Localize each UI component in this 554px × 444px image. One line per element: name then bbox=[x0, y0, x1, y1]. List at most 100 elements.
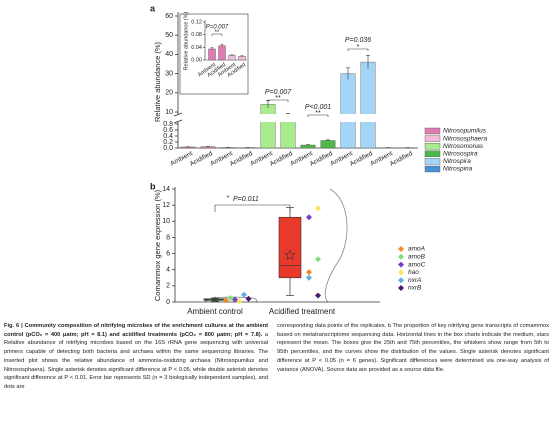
y-tick-label: 50 bbox=[165, 32, 173, 39]
annotation: P=0.007 bbox=[265, 89, 292, 96]
mean-star bbox=[284, 249, 296, 260]
y-tick-label: 14 bbox=[162, 186, 170, 193]
point bbox=[315, 205, 321, 212]
legend-label: hao bbox=[408, 269, 419, 276]
legend-swatch bbox=[424, 150, 441, 158]
annotation: P=0.007 bbox=[206, 25, 229, 31]
panel-label: a bbox=[150, 3, 156, 13]
y-tick-label: 0.0 bbox=[163, 145, 173, 152]
axis-break-mark bbox=[173, 112, 183, 117]
point bbox=[315, 256, 321, 263]
point bbox=[227, 294, 234, 301]
axis-break-mark bbox=[173, 119, 183, 124]
bar bbox=[200, 146, 216, 149]
annotation: P=0.011 bbox=[233, 196, 259, 203]
y-tick-label: 40 bbox=[165, 51, 173, 58]
box bbox=[278, 216, 302, 279]
legend-label: amoA bbox=[408, 246, 425, 253]
legend-label: Nitrosopumilus bbox=[443, 128, 487, 135]
y-tick-label: 0.00 bbox=[191, 57, 202, 63]
y-tick-label: 20 bbox=[165, 90, 173, 97]
y-tick-label: 6 bbox=[166, 250, 170, 257]
y-tick-label: 0.04 bbox=[191, 45, 202, 51]
legend-marker bbox=[398, 246, 404, 252]
legend-label: Nitrosomonas bbox=[443, 143, 484, 150]
y-tick-label: 4 bbox=[166, 267, 170, 274]
x-tick-label: Acidified bbox=[349, 150, 374, 168]
legend-label: Nitrospira bbox=[443, 158, 471, 165]
legend-label: amoB bbox=[408, 254, 426, 261]
point bbox=[306, 274, 312, 281]
annotation: ** bbox=[215, 30, 220, 36]
y-tick-label: 0.08 bbox=[191, 32, 202, 38]
legend-label: Nitrospina bbox=[443, 166, 473, 173]
point bbox=[232, 296, 238, 303]
x-tick-label: Acidified treatment bbox=[269, 307, 336, 316]
bar bbox=[360, 61, 376, 149]
y-axis-label: Relative abundance (%) bbox=[183, 11, 189, 70]
y-tick-label: 0 bbox=[166, 299, 170, 306]
caption-text: a Relative abundance of nitrifying micro… bbox=[4, 331, 268, 390]
point bbox=[241, 291, 247, 298]
point bbox=[236, 298, 243, 305]
y-tick-label: 0.2 bbox=[163, 139, 173, 146]
distribution-curve bbox=[324, 188, 348, 303]
y-tick-label: 8 bbox=[166, 234, 170, 241]
bracket bbox=[211, 33, 223, 36]
y-tick-label: 0.12 bbox=[191, 19, 202, 25]
x-tick-label: Acidified bbox=[389, 150, 414, 168]
panel-label: b bbox=[150, 181, 156, 191]
annotation: * bbox=[357, 44, 360, 51]
legend-swatch bbox=[424, 127, 441, 135]
legend-label: amoC bbox=[408, 261, 426, 268]
x-tick-label: Acidified bbox=[269, 150, 294, 168]
x-tick-label: Acidified bbox=[189, 150, 214, 168]
bar bbox=[320, 140, 336, 149]
y-tick-label: 2 bbox=[166, 283, 170, 290]
bracket bbox=[267, 99, 289, 102]
bracket bbox=[214, 204, 291, 212]
legend-marker bbox=[398, 261, 404, 268]
legend-label: Nitrososphaera bbox=[443, 135, 487, 142]
bar bbox=[300, 144, 316, 149]
point bbox=[306, 269, 312, 276]
bar bbox=[208, 48, 216, 61]
y-tick-label: 0.4 bbox=[163, 133, 173, 140]
legend-marker bbox=[398, 269, 404, 276]
axis-break bbox=[172, 114, 420, 122]
caption-left: Fig. 6 | Community composition of nitrif… bbox=[4, 322, 268, 392]
figure: a Relative abundance (%) 0.00.20.40.60.8 10… bbox=[150, 3, 487, 316]
legend-swatch bbox=[424, 158, 441, 165]
point bbox=[306, 214, 312, 221]
point bbox=[315, 292, 321, 299]
bar bbox=[180, 146, 196, 149]
legend-marker bbox=[398, 285, 404, 291]
y-tick-label: 30 bbox=[165, 70, 173, 77]
annotation: * bbox=[227, 195, 230, 202]
point bbox=[245, 295, 252, 302]
y-axis-label: Comammox gene expression (%) bbox=[153, 189, 162, 301]
y-tick-label: 10 bbox=[165, 109, 173, 116]
y-tick-label: 10 bbox=[162, 218, 170, 225]
legend-label: Nitrosospira bbox=[443, 151, 478, 158]
bar bbox=[218, 45, 226, 61]
annotation: P=0.036 bbox=[345, 37, 371, 44]
mean-star bbox=[211, 296, 219, 303]
bracket bbox=[347, 48, 369, 51]
bar bbox=[228, 55, 236, 61]
legend-marker bbox=[398, 253, 404, 260]
legend-marker bbox=[398, 277, 404, 284]
bar bbox=[340, 73, 356, 149]
x-tick-label: Acidified bbox=[309, 150, 334, 168]
x-tick-label: Ambient control bbox=[187, 307, 243, 316]
y-tick-label: 0.6 bbox=[163, 127, 173, 134]
y-tick-label: 60 bbox=[165, 13, 173, 20]
annotation: ** bbox=[275, 95, 281, 102]
y-tick-label: 0.8 bbox=[163, 121, 173, 128]
y-tick-label: 12 bbox=[162, 202, 170, 209]
bracket bbox=[307, 114, 329, 117]
legend-swatch bbox=[424, 135, 441, 142]
legend-label: nxrB bbox=[408, 285, 422, 292]
legend-swatch bbox=[424, 165, 441, 173]
